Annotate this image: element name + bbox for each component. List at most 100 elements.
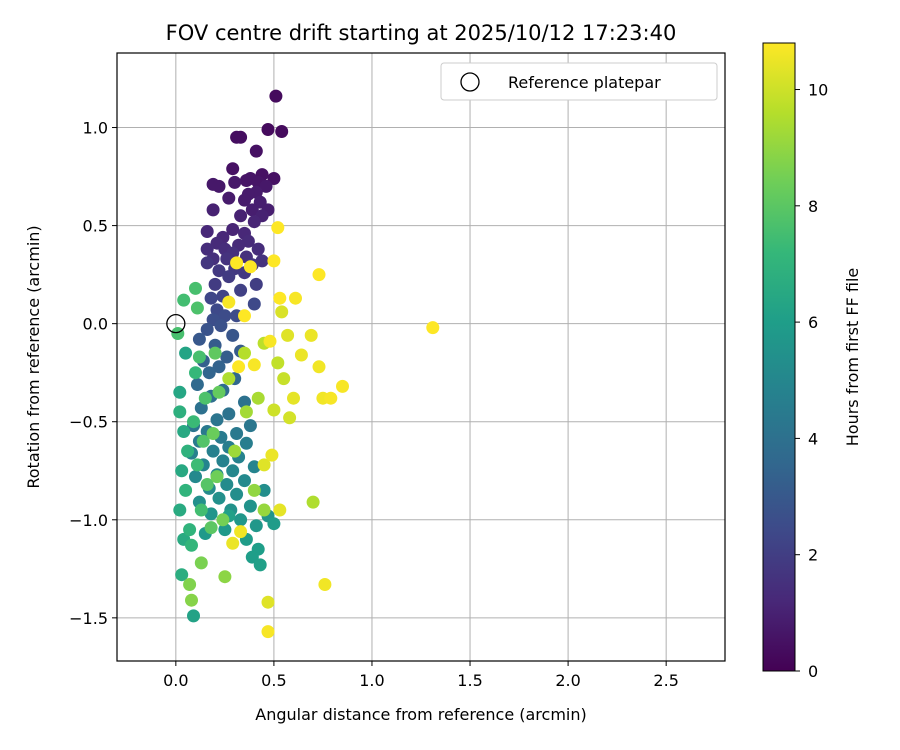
data-point: [189, 366, 202, 380]
y-tick-label: 1.0: [83, 119, 108, 138]
data-point: [251, 242, 265, 256]
data-point: [249, 519, 263, 533]
data-point: [289, 291, 302, 305]
x-tick-label: 0.0: [163, 671, 188, 690]
data-point: [218, 309, 232, 323]
data-point: [204, 521, 218, 535]
data-point: [212, 385, 226, 399]
data-point: [238, 346, 251, 360]
data-point: [212, 264, 226, 278]
colorbar-tick-label: 4: [808, 429, 818, 448]
data-point: [173, 385, 187, 399]
data-point: [177, 425, 191, 438]
data-point: [179, 483, 193, 497]
data-point: [189, 470, 202, 484]
data-point: [200, 478, 214, 491]
y-tick-label: 0.0: [83, 315, 108, 334]
scatter-points: [171, 89, 440, 639]
data-point: [208, 346, 222, 360]
data-point: [183, 523, 197, 537]
data-point: [216, 513, 230, 527]
data-point: [257, 458, 271, 472]
data-point: [194, 556, 208, 570]
data-point: [257, 483, 271, 497]
data-point: [200, 323, 214, 336]
data-point: [281, 328, 295, 342]
colorbar-label: Hours from first FF file: [843, 268, 862, 447]
data-point: [234, 525, 248, 539]
data-point: [312, 360, 326, 374]
data-point: [275, 125, 289, 138]
data-point: [243, 260, 257, 274]
data-point: [200, 256, 214, 270]
data-point: [187, 415, 200, 429]
data-point: [183, 578, 197, 591]
data-point: [220, 252, 234, 266]
data-point: [214, 319, 228, 333]
data-point: [239, 405, 253, 419]
data-point: [202, 366, 216, 380]
data-point: [283, 411, 297, 425]
chart-title: FOV centre drift starting at 2025/10/12 …: [166, 21, 677, 45]
y-tick-label: 0.5: [83, 217, 108, 236]
y-tick-label: −1.0: [69, 511, 108, 530]
data-point: [253, 558, 267, 572]
y-tick-label: −1.5: [69, 609, 108, 628]
data-point: [275, 305, 289, 319]
data-point: [206, 427, 220, 440]
data-point: [245, 203, 259, 217]
data-point: [226, 536, 240, 550]
data-point: [294, 348, 308, 362]
data-point: [238, 309, 251, 323]
data-point: [243, 499, 257, 513]
x-tick-label: 0.5: [261, 671, 286, 690]
data-point: [175, 464, 189, 478]
data-point: [287, 391, 300, 405]
plot-frame: [116, 52, 726, 662]
colorbar-tick-label: 2: [808, 546, 818, 565]
data-point: [190, 458, 204, 472]
colorbar-tick-label: 10: [808, 81, 828, 100]
data-point: [239, 436, 253, 450]
data-point: [234, 130, 248, 144]
data-point: [220, 350, 234, 364]
data-point: [222, 295, 236, 309]
data-point: [273, 291, 287, 305]
data-point: [251, 391, 265, 405]
data-point: [190, 378, 204, 391]
data-point: [234, 513, 248, 527]
data-point: [336, 379, 349, 393]
data-point: [185, 593, 198, 607]
data-point: [267, 172, 281, 185]
data-point: [208, 277, 222, 291]
legend: Reference platepar: [440, 62, 718, 101]
data-point: [318, 578, 332, 591]
data-point: [185, 538, 198, 552]
data-point: [312, 268, 326, 282]
data-point: [200, 225, 214, 238]
data-point: [247, 297, 261, 311]
legend-box: [440, 62, 718, 101]
data-point: [192, 332, 206, 346]
data-point: [187, 609, 200, 623]
data-point: [177, 293, 191, 307]
data-point: [257, 503, 271, 517]
data-point: [230, 487, 244, 501]
legend-label: Reference platepar: [508, 73, 661, 92]
y-tick-label: −0.5: [69, 413, 108, 432]
data-point: [247, 215, 261, 229]
data-point: [212, 491, 226, 505]
data-point: [173, 503, 187, 517]
data-point: [190, 301, 204, 315]
data-point: [189, 281, 202, 295]
colorbar-tick-label: 0: [808, 662, 818, 681]
data-point: [226, 223, 240, 236]
data-point: [226, 328, 240, 342]
data-point: [220, 478, 234, 491]
data-point: [212, 360, 226, 374]
data-point: [241, 234, 255, 248]
data-point: [175, 568, 189, 582]
data-point: [210, 413, 224, 427]
data-point: [226, 464, 240, 478]
